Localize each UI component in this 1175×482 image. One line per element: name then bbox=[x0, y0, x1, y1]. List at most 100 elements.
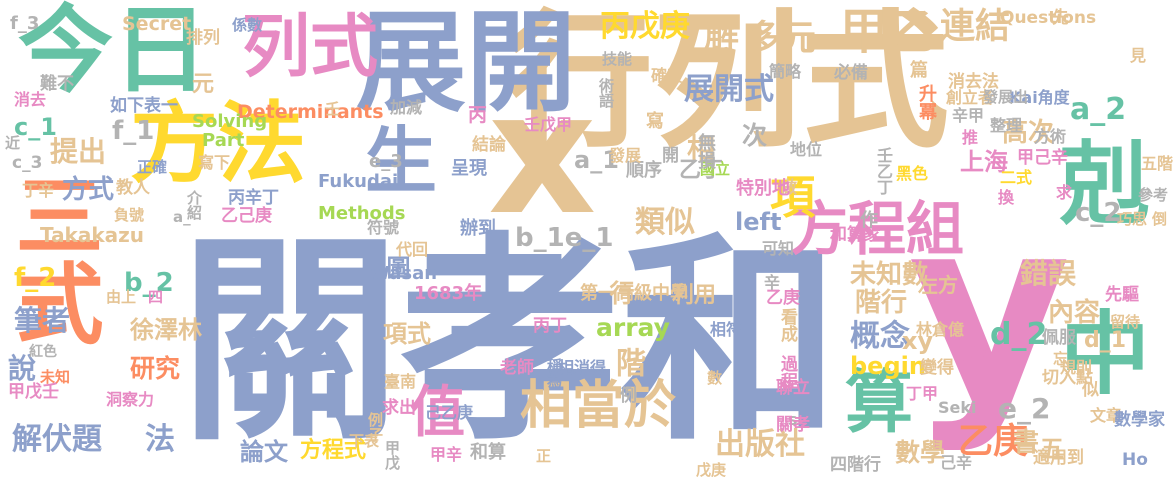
cloud-word: 關孝和 bbox=[180, 214, 841, 470]
cloud-word: 和算家 bbox=[830, 225, 881, 245]
cloud-word: 臺南 bbox=[384, 372, 417, 391]
cloud-word: 可知 bbox=[762, 239, 795, 258]
cloud-word: 書 bbox=[1013, 428, 1040, 458]
cloud-word: 壬 bbox=[325, 100, 341, 118]
cloud-word: left bbox=[735, 208, 782, 236]
cloud-word: 做 bbox=[780, 178, 797, 198]
cloud-word: y bbox=[908, 164, 1071, 455]
cloud-word: 未知數 bbox=[850, 260, 929, 290]
cloud-word: 出版社 bbox=[715, 427, 805, 462]
cloud-word: 留待 bbox=[1110, 313, 1141, 331]
cloud-word: Determinants bbox=[237, 101, 384, 123]
cloud-word: Solving bbox=[192, 111, 268, 132]
cloud-word: 術語 bbox=[597, 78, 615, 108]
cloud-word: 消去法 bbox=[948, 72, 999, 92]
cloud-word: 乙庚 bbox=[766, 288, 800, 308]
cloud-word: 正 bbox=[534, 448, 552, 463]
cloud-word: 正確 bbox=[137, 158, 168, 176]
cloud-word: 二式 bbox=[1000, 168, 1033, 187]
cloud-word: 技能 bbox=[602, 50, 633, 68]
cloud-word: 利用 bbox=[672, 283, 717, 308]
cloud-word: 升冪 bbox=[916, 84, 937, 120]
cloud-word: 說 bbox=[8, 352, 37, 385]
cloud-word: 排列 bbox=[186, 28, 220, 48]
cloud-word: 徐澤林 bbox=[130, 316, 202, 344]
cloud-word: 老師 bbox=[500, 358, 534, 378]
cloud-word: c_1 bbox=[14, 113, 57, 141]
cloud-word: 錯誤 bbox=[1020, 257, 1077, 290]
cloud-word: 提出 bbox=[50, 135, 107, 168]
cloud-word: 由上 bbox=[106, 288, 137, 306]
cloud-word: 四 bbox=[148, 288, 164, 306]
cloud-word: 方術 bbox=[1034, 127, 1067, 146]
cloud-word: 丙丁 bbox=[533, 316, 567, 336]
cloud-word: 創立者 bbox=[946, 88, 995, 107]
cloud-word: 規則 bbox=[1060, 358, 1093, 377]
cloud-word: 特別地 bbox=[736, 178, 790, 199]
cloud-word: 概念 bbox=[850, 319, 910, 354]
cloud-word: 己乙庚 bbox=[425, 403, 474, 422]
cloud-word: 介紹 bbox=[185, 190, 203, 220]
cloud-word: 壬戊甲 bbox=[524, 115, 573, 134]
cloud-word: 適用到 bbox=[1033, 448, 1084, 468]
cloud-word: 無損 bbox=[695, 133, 716, 169]
cloud-word: Seki bbox=[938, 398, 977, 417]
cloud-word: f_1 bbox=[112, 116, 155, 146]
cloud-word: 五階 bbox=[1141, 154, 1174, 173]
cloud-word: array bbox=[596, 313, 670, 342]
cloud-word: 寫下 bbox=[198, 153, 231, 172]
cloud-word: 推 bbox=[962, 128, 979, 147]
cloud-word: 地位 bbox=[790, 140, 823, 159]
cloud-word: 四階行 bbox=[830, 455, 881, 475]
cloud-word: 方法 bbox=[130, 92, 307, 195]
cloud-word: e_2 bbox=[998, 392, 1051, 425]
cloud-word: 丙戊庚 bbox=[600, 9, 690, 44]
cloud-word: 相符 bbox=[710, 320, 743, 339]
cloud-word: 開 bbox=[662, 146, 679, 166]
cloud-word: 行 bbox=[606, 280, 635, 305]
cloud-word: 階 bbox=[610, 347, 645, 377]
cloud-word: Part bbox=[202, 130, 245, 151]
cloud-word: a_ bbox=[173, 208, 191, 226]
cloud-word: 看成 bbox=[777, 308, 797, 342]
cloud-word: 例 bbox=[620, 386, 637, 406]
cloud-word: 壬乙丁 bbox=[874, 147, 893, 195]
cloud-word: 三式 bbox=[1, 170, 104, 346]
cloud-word: 和算 bbox=[470, 442, 506, 463]
cloud-word: 必備 bbox=[834, 63, 868, 83]
cloud-word: c_2 bbox=[1075, 198, 1122, 228]
cloud-word: 1683年 bbox=[414, 283, 483, 304]
cloud-word: 國立 bbox=[700, 160, 731, 178]
cloud-word: c_3 bbox=[12, 153, 43, 173]
cloud-word: Kai角度 bbox=[1009, 88, 1070, 107]
cloud-word: Ho bbox=[1122, 450, 1148, 470]
cloud-word: 高次 bbox=[1002, 118, 1055, 148]
cloud-word: 發展 bbox=[609, 146, 642, 165]
cloud-word: 連結 bbox=[940, 7, 1011, 47]
cloud-word: 階行 bbox=[855, 288, 908, 318]
cloud-word: 項式 bbox=[383, 320, 431, 348]
cloud-word: 負號 bbox=[114, 206, 145, 224]
cloud-word: s bbox=[788, 410, 798, 429]
cloud-word: 辛 bbox=[764, 273, 781, 292]
cloud-word: 甲己辛 bbox=[1017, 148, 1068, 168]
cloud-word: begin bbox=[850, 352, 926, 380]
cloud-word: 法 bbox=[145, 422, 175, 457]
cloud-word: 下表 bbox=[349, 432, 380, 450]
cloud-word: 圖 bbox=[382, 255, 410, 279]
cloud-word: 相消得 bbox=[558, 358, 607, 377]
cloud-word: 消去 bbox=[14, 90, 47, 109]
cloud-word: 加減 bbox=[390, 98, 423, 117]
cloud-word: 文章 bbox=[1090, 406, 1123, 425]
cloud-word: 代回 bbox=[396, 240, 429, 259]
cloud-word: 聯立 bbox=[776, 378, 810, 398]
cloud-word: 內容 bbox=[1048, 298, 1101, 328]
cloud-word: 研究 bbox=[130, 354, 181, 383]
cloud-word: 如下表一 bbox=[110, 96, 178, 116]
cloud-word: 確實 bbox=[651, 66, 684, 85]
cloud-word: 算 bbox=[845, 364, 914, 443]
cloud-word: 展開 bbox=[356, 0, 576, 127]
cloud-word: 方式 bbox=[62, 175, 115, 205]
cloud-word: 丙 bbox=[468, 104, 488, 126]
